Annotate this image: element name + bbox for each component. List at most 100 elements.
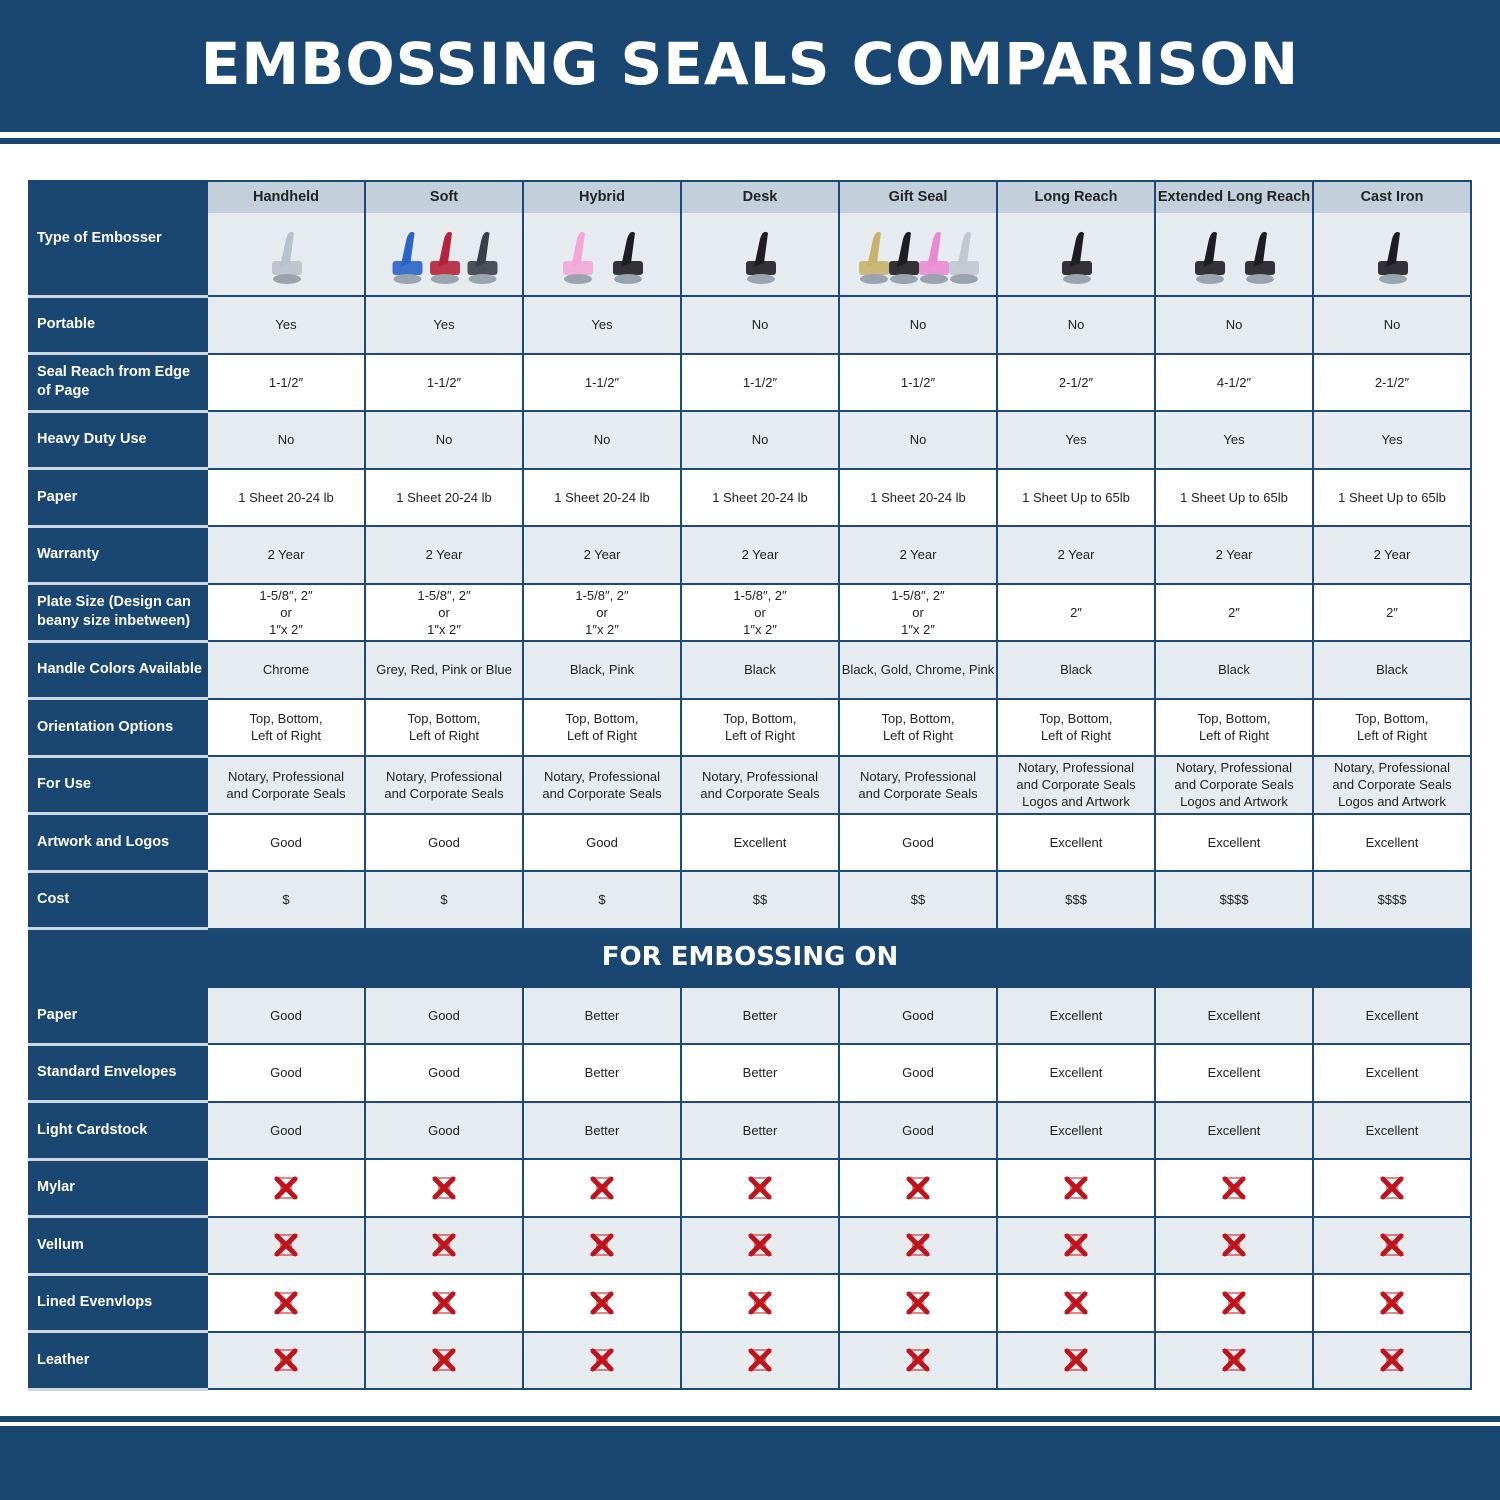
value-cell: 1-1/2″ — [364, 352, 524, 412]
row-label: Cost — [28, 870, 208, 930]
embosser-image-cell — [206, 213, 366, 297]
value-cell: 2-1/2″ — [1312, 352, 1472, 412]
value-cell — [838, 1273, 998, 1333]
x-icon — [1221, 1233, 1247, 1257]
value-cell — [364, 1330, 524, 1390]
x-icon — [905, 1233, 931, 1257]
value-cell: 1 Sheet 20-24 lb — [838, 467, 998, 527]
value-cell: Notary, Professional and Corporate Seals… — [996, 755, 1156, 815]
x-icon — [1379, 1291, 1405, 1315]
row-label: Lined Evenvlops — [28, 1273, 208, 1333]
value-cell: Yes — [1312, 410, 1472, 470]
x-icon — [747, 1348, 773, 1372]
column-header: Desk — [680, 180, 840, 213]
extended-long-reach-embossers-image — [1195, 231, 1275, 284]
value-cell — [522, 1273, 682, 1333]
embosser-image-cell — [838, 213, 998, 297]
value-cell: 1-5/8″, 2″ or 1″x 2″ — [680, 582, 840, 642]
column-header: Hybrid — [522, 180, 682, 213]
value-cell: Good — [364, 812, 524, 872]
value-cell: Yes — [522, 295, 682, 355]
table-row: Leather — [28, 1330, 1472, 1391]
x-icon — [747, 1291, 773, 1315]
value-cell: Good — [838, 812, 998, 872]
value-cell — [996, 1330, 1156, 1390]
value-cell: Black — [1154, 640, 1314, 700]
value-cell: Good — [206, 985, 366, 1045]
value-cell: $ — [206, 870, 366, 930]
value-cell: No — [206, 410, 366, 470]
value-cell — [680, 1273, 840, 1333]
x-icon — [1379, 1233, 1405, 1257]
value-cell: Good — [364, 1100, 524, 1160]
value-cell: $$$ — [996, 870, 1156, 930]
value-cell — [522, 1215, 682, 1275]
x-icon — [1221, 1291, 1247, 1315]
value-cell: Excellent — [1154, 1043, 1314, 1103]
value-cell: Top, Bottom, Left of Right — [522, 697, 682, 757]
hybrid-embossers-image — [563, 231, 643, 284]
row-label: Paper — [28, 467, 208, 528]
value-cell: Top, Bottom, Left of Right — [364, 697, 524, 757]
value-cell: Excellent — [996, 812, 1156, 872]
desk-embosser-image — [746, 231, 776, 284]
row-label: Warranty — [28, 525, 208, 585]
row-label: Plate Size (Design can beany size inbetw… — [28, 582, 208, 643]
value-cell: Excellent — [1154, 985, 1314, 1045]
value-cell — [680, 1158, 840, 1218]
table-row: Cost $ $ $ $$ $$ $$$ $$$$ $$$$ — [28, 870, 1472, 930]
value-cell: $ — [522, 870, 682, 930]
value-cell: Notary, Professional and Corporate Seals — [206, 755, 366, 815]
value-cell: No — [1312, 295, 1472, 355]
value-cell — [1154, 1273, 1314, 1333]
value-cell: No — [522, 410, 682, 470]
value-cell: Grey, Red, Pink or Blue — [364, 640, 524, 700]
x-icon — [1063, 1176, 1089, 1200]
table-row: Artwork and Logos Good Good Good Excellent Go… — [28, 812, 1472, 873]
soft-embossers-image — [392, 231, 498, 284]
value-cell: Notary, Professional and Corporate Seals… — [1312, 755, 1472, 815]
cast-iron-embosser-image — [1378, 231, 1408, 284]
value-cell: Notary, Professional and Corporate Seals… — [1154, 755, 1314, 815]
value-cell: 1-5/8″, 2″ or 1″x 2″ — [522, 582, 682, 642]
value-cell: Notary, Professional and Corporate Seals — [522, 755, 682, 815]
value-cell: 1 Sheet Up to 65lb — [996, 467, 1156, 527]
x-icon — [273, 1291, 299, 1315]
x-icon — [1063, 1348, 1089, 1372]
value-cell — [522, 1330, 682, 1390]
value-cell: Excellent — [996, 985, 1156, 1045]
long-reach-embosser-image — [1062, 231, 1092, 284]
row-label: Paper — [28, 985, 208, 1046]
table-row: Paper Good Good Better Better Good Excellent Ex… — [28, 985, 1472, 1046]
value-cell — [996, 1215, 1156, 1275]
value-cell: 1-5/8″, 2″ or 1″x 2″ — [206, 582, 366, 642]
value-cell — [680, 1215, 840, 1275]
x-icon — [905, 1291, 931, 1315]
value-cell: $$ — [838, 870, 998, 930]
value-cell — [838, 1158, 998, 1218]
value-cell: Good — [206, 1043, 366, 1103]
value-cell: 1-1/2″ — [838, 352, 998, 412]
title-banner: EMBOSSING SEALS COMPARISON — [0, 0, 1500, 132]
value-cell: Good — [206, 1100, 366, 1160]
embosser-image-cell — [1312, 213, 1472, 297]
table-row: Light Cardstock Good Good Better Better Good E… — [28, 1100, 1472, 1161]
x-icon — [905, 1176, 931, 1200]
x-icon — [273, 1176, 299, 1200]
embosser-image-cell — [680, 213, 840, 297]
row-label: For Use — [28, 755, 208, 815]
value-cell — [1312, 1273, 1472, 1333]
table-row: Paper 1 Sheet 20-24 lb 1 Sheet 20-24 lb 1 S… — [28, 467, 1472, 528]
bottom-divider — [0, 1416, 1500, 1422]
table-row: Warranty 2 Year 2 Year 2 Year 2 Year 2 Year 2 … — [28, 525, 1472, 585]
value-cell: Better — [522, 985, 682, 1045]
x-icon — [273, 1233, 299, 1257]
value-cell: Excellent — [1312, 812, 1472, 872]
table-row: Lined Evenvlops — [28, 1273, 1472, 1333]
value-cell: Excellent — [1312, 1043, 1472, 1103]
value-cell: Good — [522, 812, 682, 872]
value-cell: No — [680, 295, 840, 355]
x-icon — [905, 1348, 931, 1372]
embosser-image-cell — [996, 213, 1156, 297]
value-cell: 2-1/2″ — [996, 352, 1156, 412]
